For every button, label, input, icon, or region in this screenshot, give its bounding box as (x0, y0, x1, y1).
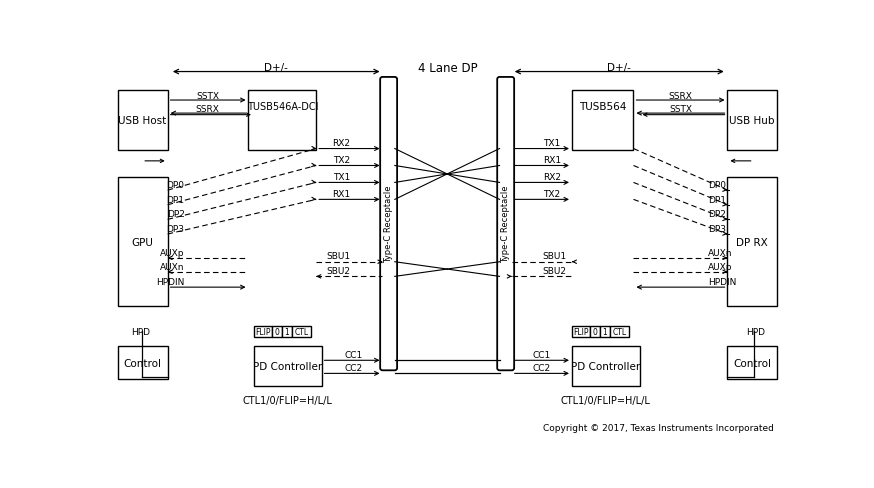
Bar (572, 326, 590, 338)
Text: FLIP: FLIP (255, 327, 271, 337)
Text: SBU1: SBU1 (326, 251, 350, 261)
Text: SBU1: SBU1 (543, 251, 566, 261)
Text: AUXn: AUXn (160, 263, 184, 271)
Text: DP0: DP0 (708, 181, 726, 190)
Text: RX1: RX1 (543, 156, 561, 164)
Text: TX2: TX2 (543, 189, 559, 198)
Text: Control: Control (123, 358, 161, 368)
Bar (253, 326, 273, 338)
Text: TX1: TX1 (333, 172, 350, 182)
Bar (590, 326, 600, 338)
Text: AUXp: AUXp (708, 263, 732, 271)
Text: DP3: DP3 (708, 224, 726, 234)
Text: HPDIN: HPDIN (156, 278, 184, 286)
Text: 1: 1 (603, 327, 607, 337)
Text: TX2: TX2 (333, 156, 350, 164)
Text: DP RX: DP RX (736, 237, 768, 247)
FancyBboxPatch shape (380, 78, 397, 370)
Bar (610, 326, 629, 338)
Bar (572, 346, 640, 386)
Text: DP1: DP1 (708, 196, 726, 204)
Text: CTL1/0/FLIP=H/L/L: CTL1/0/FLIP=H/L/L (561, 395, 651, 406)
Text: 0: 0 (593, 327, 598, 337)
Text: CC2: CC2 (533, 363, 551, 372)
Text: DP0: DP0 (167, 181, 184, 190)
Text: 0: 0 (274, 327, 280, 337)
Bar (273, 326, 282, 338)
Text: Type-C Receptacle: Type-C Receptacle (501, 185, 510, 263)
Text: 4 Lane DP: 4 Lane DP (418, 62, 478, 75)
Text: USB Host: USB Host (118, 116, 166, 126)
Bar (600, 326, 610, 338)
Text: RX2: RX2 (543, 172, 560, 182)
Text: SSTX: SSTX (669, 105, 692, 114)
Text: RX2: RX2 (332, 139, 350, 147)
Text: CC1: CC1 (345, 350, 363, 359)
Text: Control: Control (733, 358, 771, 368)
Text: DP2: DP2 (167, 210, 184, 219)
Bar (727, 346, 778, 379)
Text: CTL: CTL (295, 327, 309, 337)
Text: 1: 1 (285, 327, 289, 337)
Bar (727, 91, 778, 151)
Text: TUSB564: TUSB564 (579, 102, 627, 112)
Bar (118, 346, 168, 379)
Text: USB Hub: USB Hub (729, 116, 775, 126)
Text: PD Controller: PD Controller (571, 362, 641, 372)
Text: DP3: DP3 (167, 224, 184, 234)
Text: AUXn: AUXn (708, 248, 732, 258)
FancyBboxPatch shape (497, 78, 514, 370)
Text: Copyright © 2017, Texas Instruments Incorporated: Copyright © 2017, Texas Instruments Inco… (543, 423, 773, 432)
Text: AUXp: AUXp (160, 248, 184, 258)
Text: SBU2: SBU2 (326, 266, 350, 275)
Text: HPD: HPD (746, 327, 765, 336)
Text: SSTX: SSTX (196, 92, 219, 101)
Bar (248, 91, 316, 151)
Bar (282, 326, 293, 338)
Bar (118, 178, 168, 307)
Text: DP2: DP2 (708, 210, 726, 219)
Text: HPD: HPD (131, 327, 149, 336)
Text: DP1: DP1 (167, 196, 184, 204)
Text: HPDIN: HPDIN (708, 278, 737, 286)
Text: Type-C Receptacle: Type-C Receptacle (385, 185, 393, 263)
Text: CC2: CC2 (345, 363, 363, 372)
Text: D+/-: D+/- (607, 63, 631, 73)
Text: SSRX: SSRX (196, 105, 219, 114)
Text: CTL1/0/FLIP=H/L/L: CTL1/0/FLIP=H/L/L (243, 395, 333, 406)
Text: FLIP: FLIP (573, 327, 589, 337)
Bar (293, 326, 311, 338)
Text: TX1: TX1 (543, 139, 560, 147)
Bar (572, 91, 634, 151)
Text: SBU2: SBU2 (543, 266, 566, 275)
Text: TUSB546A-DCI: TUSB546A-DCI (246, 102, 318, 112)
Text: D+/-: D+/- (264, 63, 288, 73)
Text: RX1: RX1 (332, 189, 350, 198)
Bar (727, 178, 778, 307)
Bar (118, 91, 168, 151)
Text: PD Controller: PD Controller (253, 362, 323, 372)
Text: CC1: CC1 (533, 350, 551, 359)
Text: SSRX: SSRX (669, 92, 692, 101)
Text: GPU: GPU (131, 237, 153, 247)
Bar (253, 346, 322, 386)
Text: CTL: CTL (613, 327, 627, 337)
